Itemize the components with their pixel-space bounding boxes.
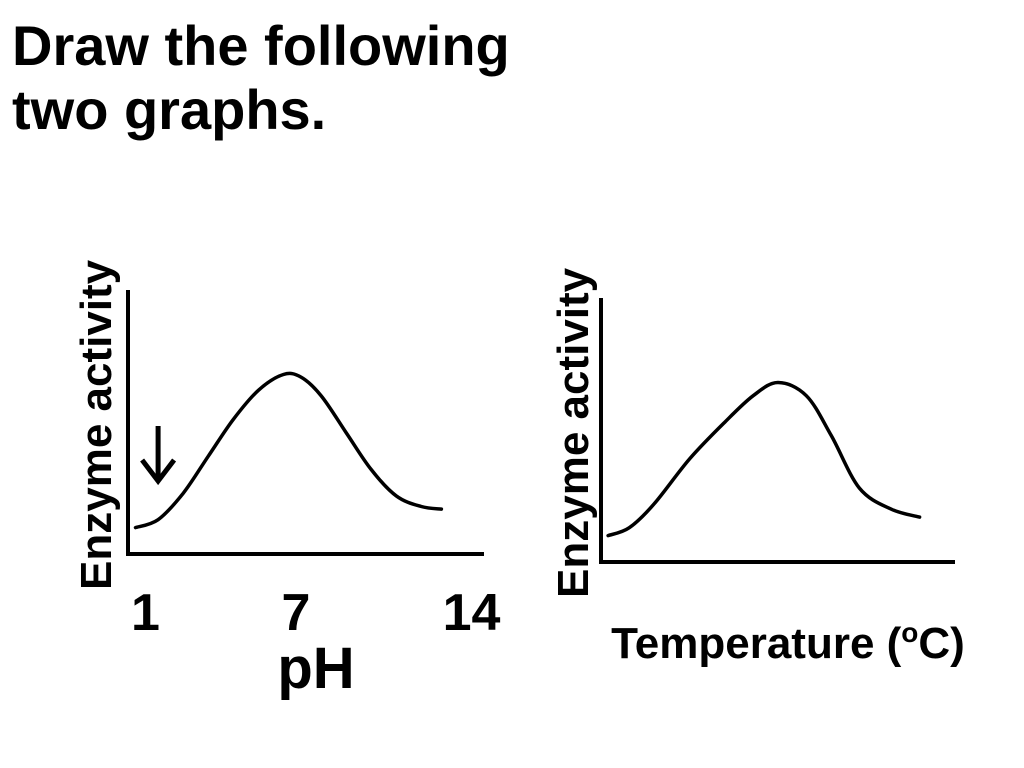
ph-x-axis-label: pH xyxy=(277,636,354,701)
ph-y-axis-label: Enzyme activity xyxy=(72,259,121,590)
ph-tick-label: 14 xyxy=(443,584,501,642)
ph-series xyxy=(133,371,444,530)
ph-x-ticks: 1 7 14 xyxy=(131,584,500,642)
slide-title: Draw the following two graphs. xyxy=(12,14,612,142)
ph-arrow-annotation xyxy=(140,426,177,486)
title-line-1: Draw the following xyxy=(12,14,510,77)
ph-curve xyxy=(133,371,444,530)
title-line-2: two graphs. xyxy=(12,78,327,141)
arrow-head xyxy=(140,458,177,486)
ph-tick-label: 1 xyxy=(131,584,160,642)
ph-tick-label: 7 xyxy=(282,584,311,642)
